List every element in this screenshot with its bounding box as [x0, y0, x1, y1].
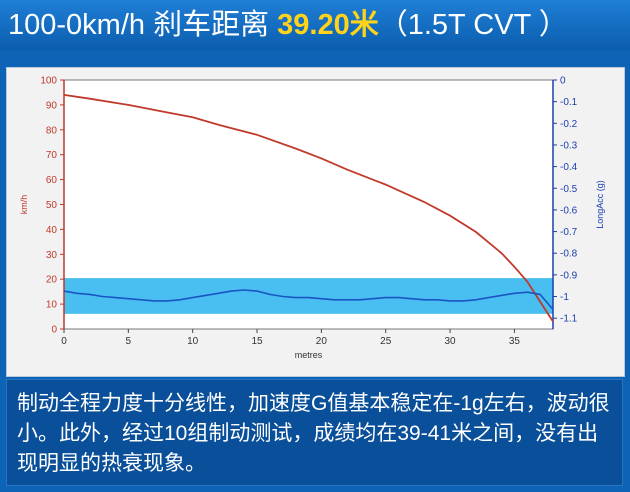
x-axis-label: metres	[295, 350, 323, 360]
y2-tick-label: -0.4	[560, 162, 578, 173]
series-line-acceleration	[63, 289, 554, 311]
braking-distance: 39.20米	[277, 9, 379, 41]
title-suffix: （1.5T CVT ）	[378, 9, 568, 41]
x-tick-label: 5	[126, 336, 132, 347]
y2-tick-label: -1.1	[560, 314, 578, 325]
title-banner: 100-0km/h 刹车距离 39.20米（1.5T CVT ）	[0, 0, 630, 50]
caption-box: 制动全程力度十分线性，加速度G值基本稳定在-1g左右，波动很小。此外，经过10组…	[6, 379, 623, 486]
y-tick-label: 10	[46, 300, 58, 311]
y-tick-label: 100	[40, 76, 57, 87]
y2-tick-label: -0.8	[560, 249, 578, 260]
chart-panel: 0 5 10 15 20 25 30 35 metres 0 10 20 30 40 50 60 70 80 90 1…	[6, 67, 625, 377]
x-tick-label: 15	[251, 336, 263, 347]
braking-chart: 0 5 10 15 20 25 30 35 metres 0 10 20 30 40 50 60 70 80 90 1…	[19, 76, 605, 361]
x-tick-label: 10	[187, 336, 199, 347]
x-tick-label: 25	[380, 336, 392, 347]
x-tick-label: 30	[444, 336, 456, 347]
y2-tick-label: -0.9	[560, 270, 578, 281]
y2-tick-label: -0.3	[560, 140, 578, 151]
x-tick-label: 35	[509, 336, 521, 347]
y-axis-label: km/h	[19, 195, 29, 215]
y-tick-label: 90	[46, 100, 58, 111]
y2-tick-label: -0.2	[560, 119, 578, 130]
title-prefix: 100-0km/h 刹车距离	[8, 9, 278, 41]
y2-tick-label: -1	[560, 292, 569, 303]
acceleration-band	[64, 278, 553, 314]
y-tick-label: 50	[46, 200, 58, 211]
y-tick-label: 20	[46, 275, 58, 286]
y-tick-label: 0	[51, 325, 57, 336]
caption-text: 制动全程力度十分线性，加速度G值基本稳定在-1g左右，波动很小。此外，经过10组…	[17, 392, 610, 475]
x-tick-label: 20	[316, 336, 328, 347]
y2-tick-label: -0.1	[560, 97, 578, 108]
y2-tick-label: -0.7	[560, 227, 578, 238]
y2-axis-label: LongAcc (g)	[595, 180, 605, 229]
y-tick-label: 60	[46, 175, 58, 186]
y2-tick-label: 0	[560, 76, 566, 87]
y2-tick-label: -0.5	[560, 184, 578, 195]
series-line-speed	[63, 94, 554, 322]
y-tick-label: 80	[46, 125, 58, 136]
y-tick-label: 70	[46, 150, 58, 161]
x-tick-label: 0	[61, 336, 67, 347]
y2-tick-label: -0.6	[560, 205, 578, 216]
y-tick-label: 30	[46, 250, 58, 261]
y-tick-label: 40	[46, 225, 58, 236]
